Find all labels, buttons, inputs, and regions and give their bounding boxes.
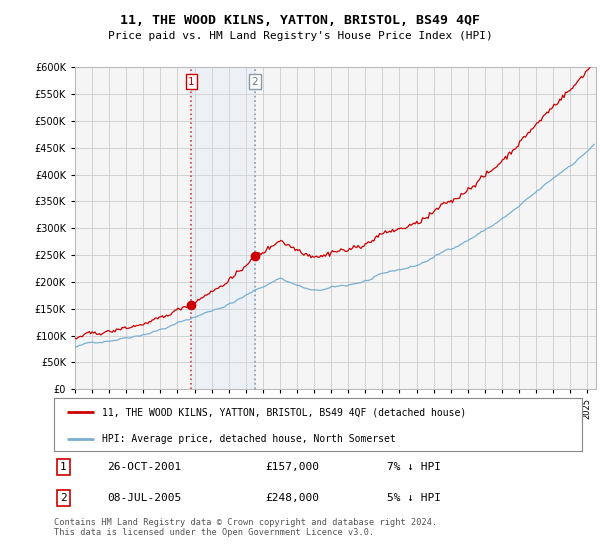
Text: Contains HM Land Registry data © Crown copyright and database right 2024.
This d: Contains HM Land Registry data © Crown c… [54, 518, 437, 538]
Text: Price paid vs. HM Land Registry's House Price Index (HPI): Price paid vs. HM Land Registry's House … [107, 31, 493, 41]
Text: 11, THE WOOD KILNS, YATTON, BRISTOL, BS49 4QF (detached house): 11, THE WOOD KILNS, YATTON, BRISTOL, BS4… [101, 408, 466, 418]
Text: £248,000: £248,000 [265, 493, 319, 503]
Text: 2: 2 [251, 77, 258, 87]
Text: 1: 1 [60, 462, 67, 472]
Text: 2: 2 [60, 493, 67, 503]
Text: HPI: Average price, detached house, North Somerset: HPI: Average price, detached house, Nort… [101, 434, 395, 444]
Text: £157,000: £157,000 [265, 462, 319, 472]
Text: 1: 1 [188, 77, 195, 87]
Text: 26-OCT-2001: 26-OCT-2001 [107, 462, 181, 472]
Text: 5% ↓ HPI: 5% ↓ HPI [386, 493, 440, 503]
Text: 7% ↓ HPI: 7% ↓ HPI [386, 462, 440, 472]
Text: 08-JUL-2005: 08-JUL-2005 [107, 493, 181, 503]
Text: 11, THE WOOD KILNS, YATTON, BRISTOL, BS49 4QF: 11, THE WOOD KILNS, YATTON, BRISTOL, BS4… [120, 14, 480, 27]
Bar [191, 67, 255, 389]
